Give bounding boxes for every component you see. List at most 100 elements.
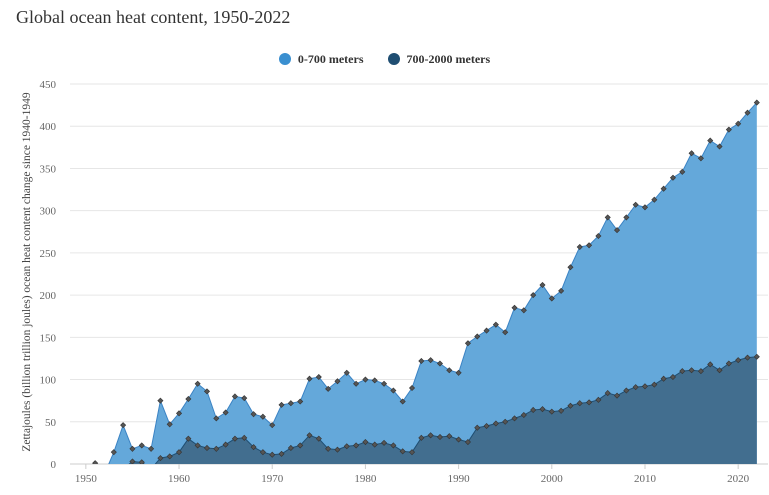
chart-legend: 0-700 meters 700-2000 meters — [0, 50, 769, 68]
point-series-1-1972 — [287, 444, 294, 451]
point-series-1-1969 — [259, 449, 266, 456]
y-tick-label-100: 100 — [40, 375, 57, 387]
point-series-1-1963 — [203, 444, 211, 451]
legend-label-700-2000: 700-2000 meters — [406, 51, 491, 66]
point-series-0-1980 — [362, 376, 369, 383]
area-series-1 — [85, 356, 757, 464]
point-series-0-1959 — [166, 421, 173, 428]
point-series-0-1976 — [325, 385, 332, 392]
point-series-1-2020 — [735, 357, 742, 364]
y-tick-label-450: 450 — [40, 79, 57, 91]
point-series-0-2011 — [651, 196, 658, 203]
area-series-0 — [85, 102, 757, 464]
point-series-0-1979 — [353, 380, 360, 387]
point-series-0-1975 — [315, 373, 322, 381]
point-series-0-1995 — [502, 329, 509, 336]
point-series-0-1997 — [520, 307, 527, 314]
point-series-1-1980 — [362, 439, 369, 446]
point-series-0-2013 — [669, 174, 676, 181]
point-series-1-1968 — [250, 444, 257, 451]
point-series-0-2000 — [548, 295, 555, 302]
point-series-0-1978 — [343, 369, 350, 376]
point-series-1-1985 — [408, 449, 416, 456]
point-series-1-1955 — [129, 458, 136, 464]
point-series-1-1967 — [241, 434, 248, 441]
point-series-0-2014 — [679, 168, 686, 175]
x-tick-label-1980: 1980 — [354, 473, 377, 485]
point-series-1-1958 — [157, 455, 164, 462]
point-series-0-1952 — [102, 472, 107, 477]
point-series-0-2001 — [558, 287, 565, 294]
point-series-1-2011 — [651, 381, 658, 388]
legend-item-700-2000[interactable]: 700-2000 meters — [387, 50, 491, 68]
point-series-1-1992 — [474, 424, 481, 431]
point-series-1-2003 — [576, 400, 583, 407]
point-series-1-1993 — [483, 422, 490, 430]
point-series-0-2007 — [614, 227, 621, 234]
point-series-1-2008 — [623, 387, 630, 394]
point-series-0-1970 — [269, 422, 276, 429]
series-points — [92, 99, 760, 477]
point-series-0-1991 — [464, 340, 471, 347]
x-tick-label-1970: 1970 — [261, 473, 284, 485]
point-series-1-1984 — [399, 448, 406, 455]
x-tick-label-2020: 2020 — [727, 473, 750, 485]
y-tick-label-50: 50 — [45, 417, 57, 429]
point-series-0-1960 — [176, 410, 183, 417]
point-series-0-1966 — [231, 393, 238, 400]
point-series-1-2012 — [660, 375, 667, 382]
point-series-0-2017 — [707, 137, 714, 144]
point-series-1-1962 — [194, 442, 201, 449]
chart-title: Global ocean heat content, 1950-2022 — [16, 7, 291, 27]
point-series-0-1999 — [539, 281, 546, 289]
point-series-0-1974 — [306, 375, 313, 382]
point-series-0-1983 — [390, 387, 397, 394]
point-series-0-2016 — [697, 155, 704, 162]
legend-item-0-700[interactable]: 0-700 meters — [278, 50, 364, 68]
point-series-1-2004 — [586, 399, 593, 406]
point-series-1-1965 — [222, 441, 229, 448]
y-tick-label-250: 250 — [40, 248, 57, 260]
point-series-0-1969 — [259, 413, 266, 420]
point-series-0-1996 — [511, 304, 518, 311]
axes: 0 50 100 150 200 250 300 350 400 450 1950 1960 1970 1… — [40, 79, 750, 485]
point-series-1-1960 — [176, 449, 183, 456]
legend-swatch-700-2000 — [387, 53, 400, 65]
point-series-1-2013 — [669, 373, 676, 381]
point-series-0-1956 — [138, 442, 145, 449]
point-series-0-1990 — [455, 369, 462, 376]
point-series-1-1959 — [166, 453, 173, 460]
point-series-1-1986 — [418, 434, 425, 441]
point-series-1-1997 — [520, 411, 527, 419]
point-series-1-2000 — [548, 408, 555, 415]
point-series-0-1992 — [474, 333, 481, 340]
point-series-1-1954 — [121, 466, 126, 471]
point-series-0-1967 — [241, 395, 248, 402]
point-series-0-2003 — [576, 243, 583, 251]
point-series-1-1994 — [492, 420, 499, 427]
x-tick-label-1950: 1950 — [75, 473, 98, 485]
point-series-1-2009 — [632, 384, 639, 391]
point-series-1-2005 — [595, 396, 602, 403]
point-series-1-1974 — [306, 432, 313, 439]
point-series-1-1996 — [511, 415, 518, 422]
point-series-0-1994 — [492, 321, 499, 328]
point-series-0-1998 — [530, 292, 537, 299]
point-series-0-1954 — [120, 422, 127, 429]
point-series-0-2002 — [567, 264, 574, 271]
x-tick-label-2010: 2010 — [634, 473, 657, 485]
point-series-0-2022 — [753, 99, 760, 106]
y-tick-label-150: 150 — [40, 332, 57, 344]
point-series-1-2019 — [725, 360, 732, 367]
point-series-1-1988 — [436, 433, 443, 441]
y-tick-label-200: 200 — [40, 290, 57, 302]
point-series-0-1988 — [436, 360, 443, 367]
point-series-1-1995 — [502, 418, 509, 425]
x-tick-label-1990: 1990 — [448, 473, 471, 485]
point-series-1-1979 — [353, 442, 360, 449]
point-series-0-1973 — [297, 398, 304, 405]
point-series-0-2005 — [595, 232, 602, 240]
point-series-0-1958 — [157, 397, 164, 404]
point-series-0-2008 — [623, 214, 630, 221]
